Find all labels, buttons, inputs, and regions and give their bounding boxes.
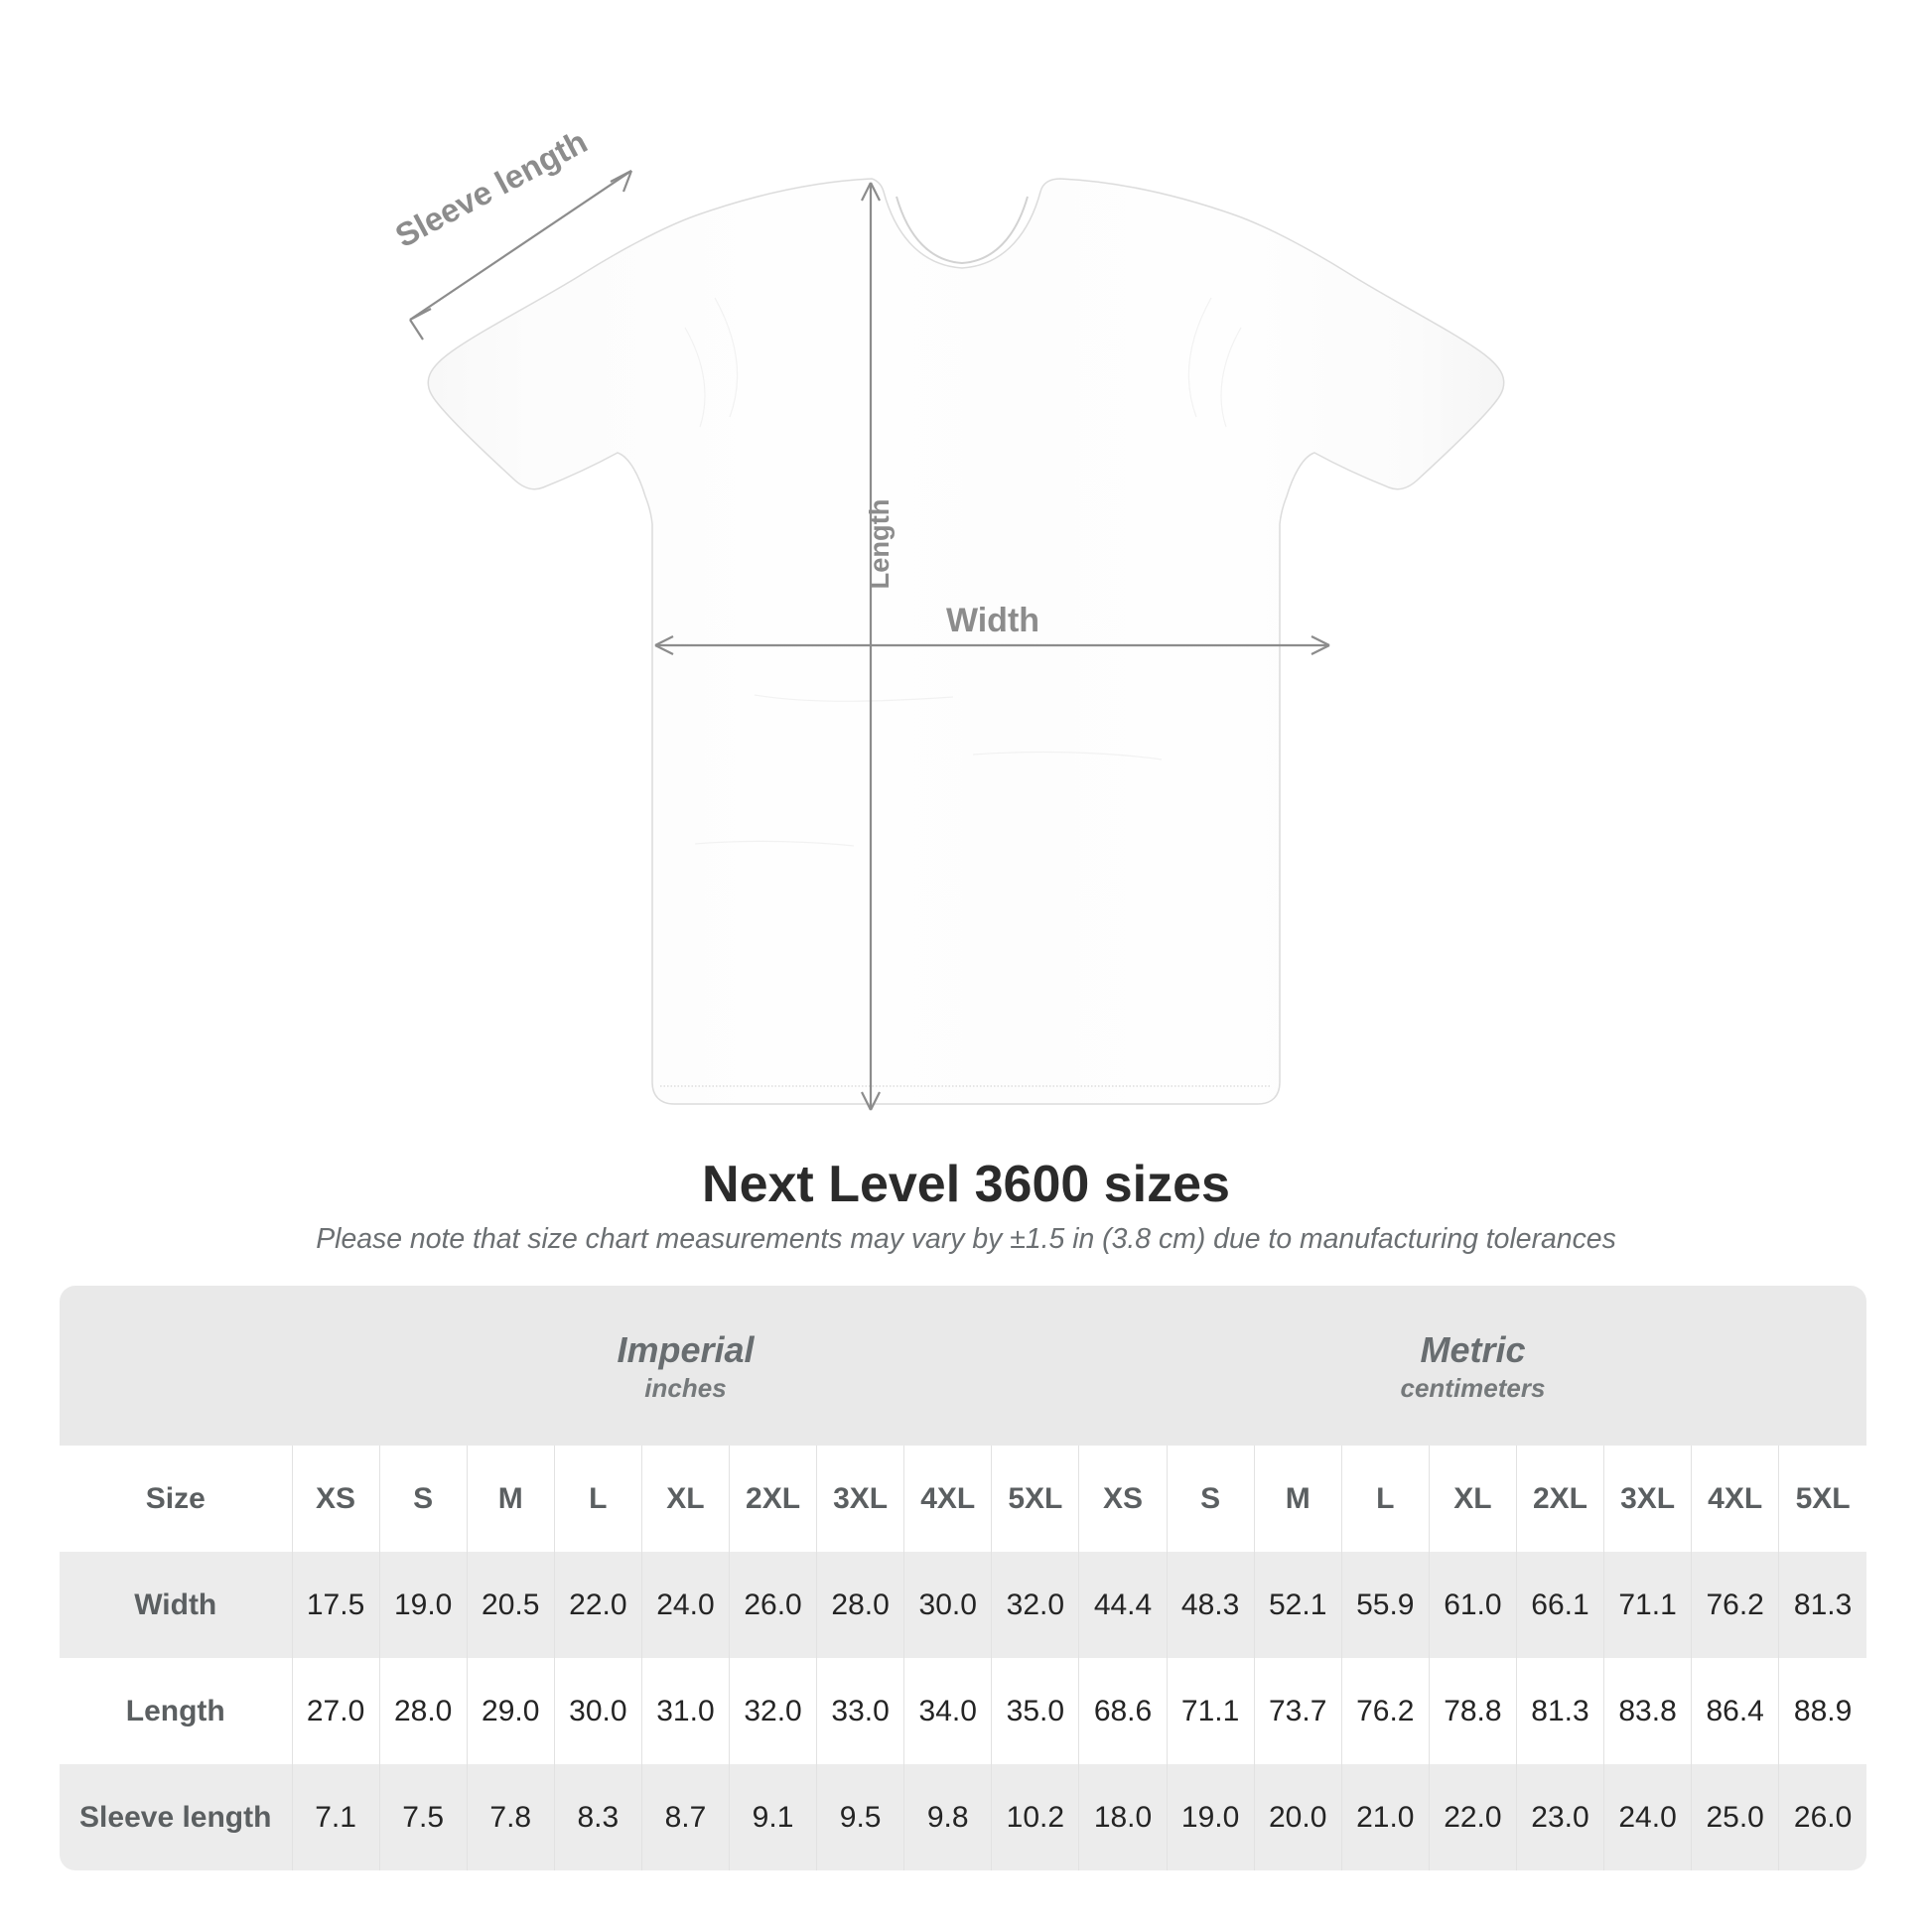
svg-text:Sleeve length: Sleeve length [389, 123, 593, 255]
svg-text:Please note that size chart me: Please note that size chart measurements… [316, 1223, 1616, 1255]
svg-text:Length: Length [864, 499, 895, 590]
svg-text:Next Level 3600 sizes: Next Level 3600 sizes [702, 1156, 1230, 1213]
svg-text:Width: Width [946, 602, 1039, 639]
